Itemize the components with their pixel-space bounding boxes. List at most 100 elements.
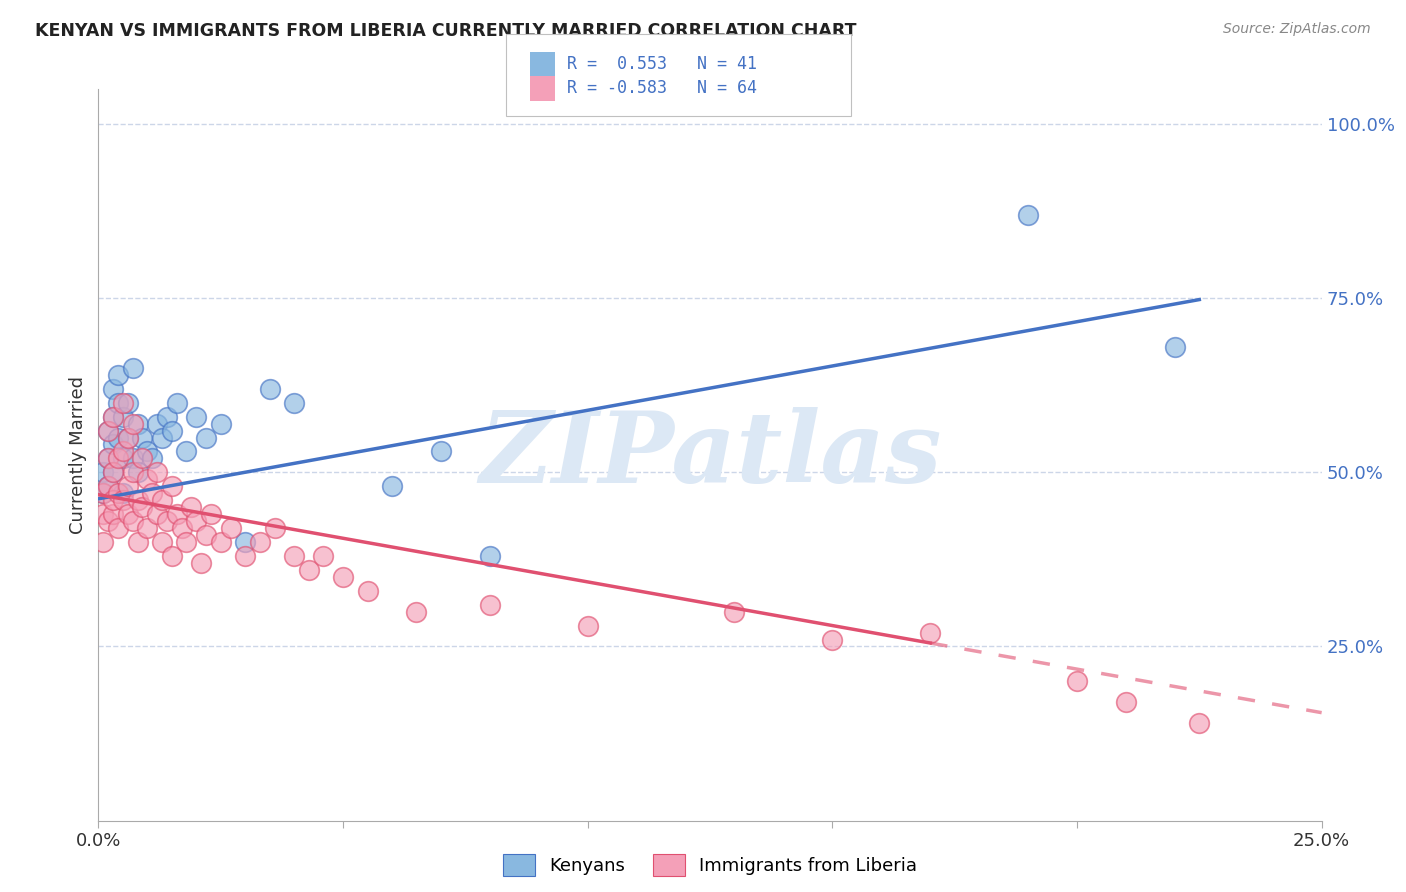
Point [160,424,183,438]
Point [150,493,173,508]
Point [166,507,188,521]
Point [1164,340,1187,354]
Point [180,500,202,515]
Point [97,479,120,493]
Text: R =  0.553   N = 41: R = 0.553 N = 41 [567,55,756,73]
Point [156,514,179,528]
Point [127,493,149,508]
Point [1066,674,1088,689]
Point [405,605,427,619]
Point [160,549,183,563]
Point [91,507,114,521]
Point [136,472,159,486]
Point [1017,208,1039,222]
Point [259,382,281,396]
Point [107,395,129,409]
Point [111,444,134,458]
Point [190,556,212,570]
Point [111,493,134,508]
Point [150,535,173,549]
Text: KENYAN VS IMMIGRANTS FROM LIBERIA CURRENTLY MARRIED CORRELATION CHART: KENYAN VS IMMIGRANTS FROM LIBERIA CURREN… [35,22,856,40]
Point [101,382,124,396]
Point [117,479,139,493]
Point [97,451,120,466]
Point [146,466,169,480]
Point [1188,716,1211,731]
Point [249,535,271,549]
Point [117,395,139,409]
Point [107,521,129,535]
Point [356,583,378,598]
Point [1115,695,1137,709]
Point [107,430,129,444]
Point [131,500,153,515]
Point [186,514,208,528]
Text: Source: ZipAtlas.com: Source: ZipAtlas.com [1223,22,1371,37]
Point [97,424,120,438]
Point [219,521,242,535]
Point [136,444,159,458]
Point [156,409,179,424]
Point [101,507,124,521]
Point [141,451,163,466]
Point [111,409,134,424]
Point [200,507,222,521]
Point [91,466,114,480]
Point [101,409,124,424]
Point [146,507,169,521]
Point [97,514,120,528]
Point [127,466,149,480]
Point [263,521,285,535]
Point [312,549,335,563]
Point [430,444,453,458]
Point [283,549,305,563]
Point [209,417,232,431]
Point [97,424,120,438]
Point [121,360,143,375]
Point [332,570,354,584]
Point [146,417,169,431]
Point [101,466,124,480]
Point [176,535,198,549]
Point [478,549,501,563]
Point [576,618,599,632]
Point [127,535,149,549]
Point [91,486,114,500]
Legend: Kenyans, Immigrants from Liberia: Kenyans, Immigrants from Liberia [494,845,927,885]
Point [101,466,124,480]
Point [117,430,139,444]
Point [117,507,139,521]
Point [101,437,124,451]
Point [97,479,120,493]
Point [121,417,143,431]
Point [209,535,232,549]
Point [121,451,143,466]
Y-axis label: Currently Married: Currently Married [69,376,87,534]
Point [131,430,153,444]
Point [111,486,134,500]
Point [101,409,124,424]
Point [141,486,163,500]
Point [91,535,114,549]
Point [131,451,153,466]
Point [136,521,159,535]
Point [186,409,208,424]
Point [97,451,120,466]
Point [107,368,129,382]
Point [298,563,321,577]
Point [150,430,173,444]
Point [381,479,404,493]
Point [176,444,198,458]
Point [283,395,305,409]
Point [233,535,256,549]
Point [195,430,218,444]
Point [121,466,143,480]
Point [107,486,129,500]
Point [127,417,149,431]
Point [195,528,218,542]
Point [821,632,844,647]
Point [233,549,256,563]
Point [170,521,193,535]
Point [160,479,183,493]
Point [117,430,139,444]
